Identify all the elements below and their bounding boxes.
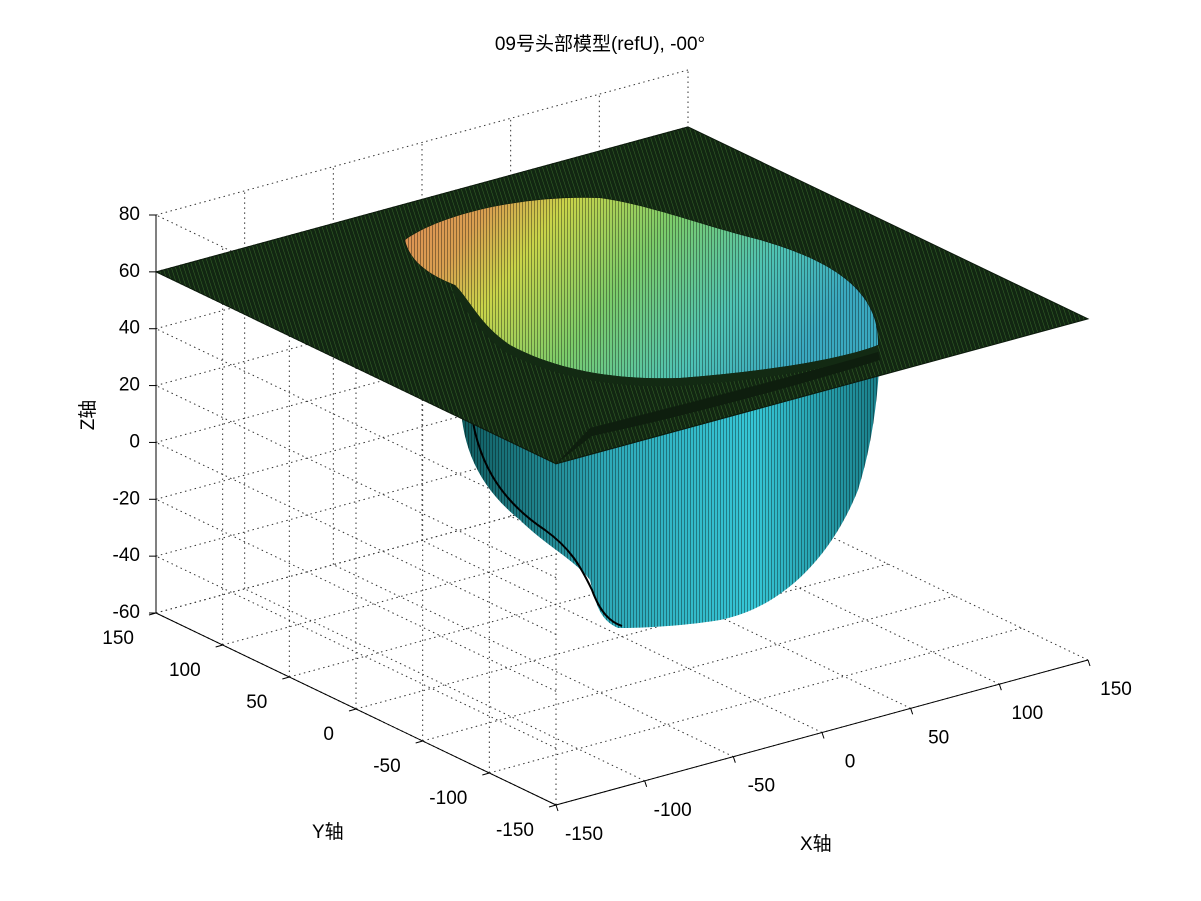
- back-wall-grid-z: [155, 353, 689, 500]
- y-tick-mark: [215, 644, 223, 648]
- floor-grid-y: [289, 531, 822, 678]
- z-axis-label: Z轴: [77, 400, 99, 431]
- x-tick-label: 100: [1011, 703, 1043, 724]
- side-wall-grid-z: [155, 555, 557, 749]
- x-tick-mark: [910, 708, 914, 715]
- z-tick-label: 40: [119, 318, 140, 339]
- back-wall-grid-z: [155, 410, 689, 557]
- floor-grid-y: [489, 627, 1022, 774]
- y-tick-label: -50: [373, 756, 400, 777]
- surface-contour: [469, 399, 623, 627]
- x-tick-mark: [821, 732, 825, 739]
- x-tick-mark: [732, 756, 736, 763]
- z-tick-label: -20: [113, 488, 140, 509]
- z-tick-label: -40: [113, 545, 140, 566]
- y-tick-label: -150: [496, 820, 534, 841]
- back-wall-grid-z: [155, 69, 689, 216]
- y-tick-mark: [348, 708, 357, 712]
- z-tick-label: 60: [119, 261, 140, 282]
- floor-grid-y: [422, 595, 955, 742]
- y-tick-mark: [415, 740, 423, 744]
- y-tick-label: 50: [246, 692, 267, 713]
- x-tick-mark: [1087, 659, 1091, 667]
- z-tick-label: 80: [119, 204, 140, 225]
- y-tick-label: 150: [102, 628, 134, 649]
- plane-front-edge: [556, 352, 880, 464]
- y-tick-label: -100: [429, 788, 467, 809]
- x-tick-mark: [998, 684, 1002, 691]
- x-tick-label: -50: [748, 776, 775, 797]
- floor-grid-y: [222, 499, 755, 646]
- x-tick-label: 150: [1100, 679, 1132, 700]
- x-tick-mark: [555, 804, 559, 812]
- x-axis-label: X轴: [800, 833, 832, 855]
- y-axis-label: Y轴: [312, 821, 344, 843]
- x-tick-label: 50: [928, 727, 949, 748]
- z-tick-label: -60: [113, 602, 140, 623]
- x-tick-label: 0: [845, 752, 856, 773]
- x-tick-label: -100: [654, 800, 692, 821]
- y-tick-label: 100: [169, 660, 201, 681]
- z-tick-label: 0: [129, 431, 140, 452]
- surface-plot: [154, 126, 1090, 628]
- x-tick-label: -150: [565, 824, 603, 845]
- z-tick-label: 20: [119, 375, 140, 396]
- y-tick-label: 0: [323, 724, 334, 745]
- tick-labels: -150 -100 -50 0 50 100 150 -150 -100 -50 0 50 100 150…: [102, 204, 1132, 845]
- y-tick-mark: [482, 772, 490, 776]
- y-tick-mark: [548, 804, 557, 808]
- floor-grid-y: [355, 563, 889, 710]
- back-wall-grid-z: [155, 467, 689, 614]
- surface-cavity-mesh: [405, 197, 879, 379]
- y-tick-mark: [282, 676, 290, 680]
- x-tick-mark: [644, 780, 648, 787]
- chart-title: 09号头部模型(refU), -00°: [495, 33, 705, 55]
